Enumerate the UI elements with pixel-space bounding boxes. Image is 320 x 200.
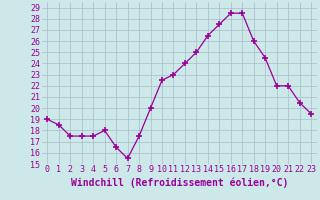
X-axis label: Windchill (Refroidissement éolien,°C): Windchill (Refroidissement éolien,°C)	[70, 177, 288, 188]
